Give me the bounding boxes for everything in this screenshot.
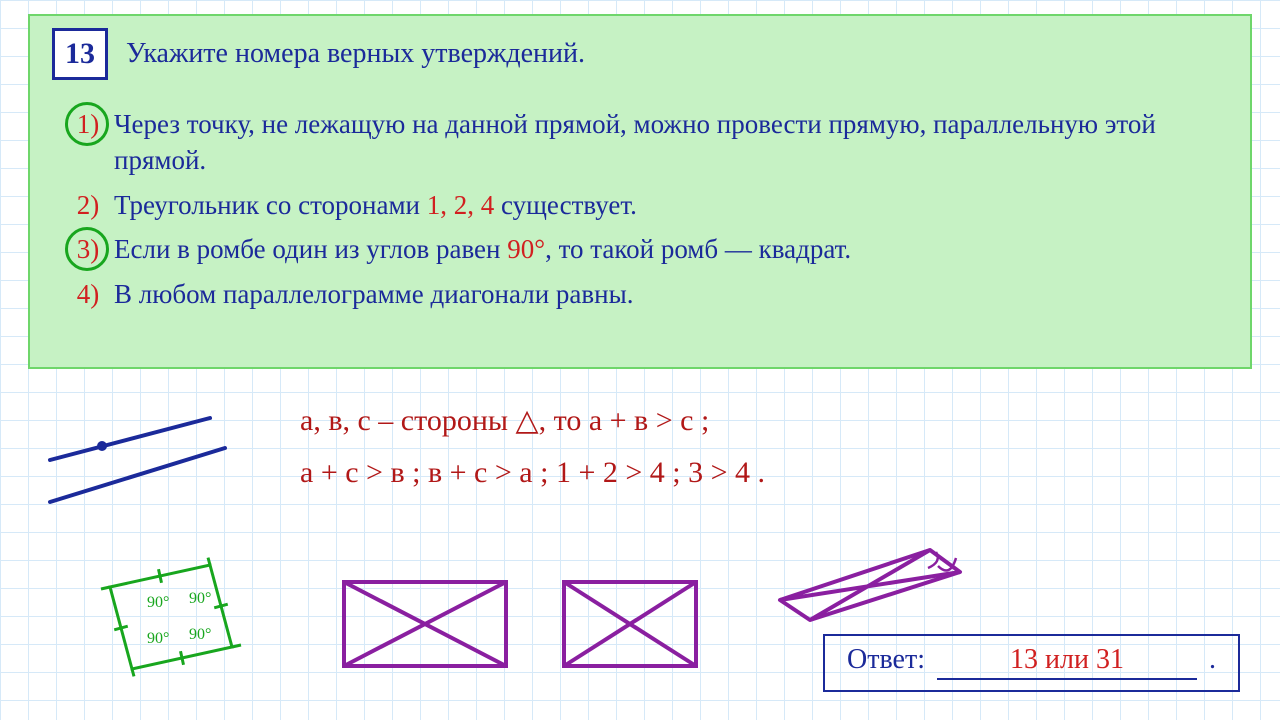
statement-text: В любом параллелограмме диагонали равны.	[114, 276, 633, 312]
svg-text:90°: 90°	[147, 630, 169, 647]
svg-text:90°: 90°	[189, 590, 211, 607]
statement-number: 4)	[68, 276, 108, 312]
statement-text: Через точку, не лежащую на данной прямой…	[114, 106, 1228, 179]
statement-row: 1)Через точку, не лежащую на данной прям…	[68, 106, 1228, 179]
rectangle-diagonals-2	[560, 578, 700, 670]
svg-text:90°: 90°	[147, 594, 169, 611]
answer-label: Ответ:	[847, 644, 925, 676]
handwriting-line-1: a, в, с – стороны △, то a + в > с ;	[300, 400, 709, 442]
parallelogram-diagonals	[740, 542, 960, 622]
problem-box: 13 Укажите номера верных утверждений. 1)…	[28, 14, 1252, 369]
problem-number: 13	[65, 37, 95, 71]
answer-value: 13 или 31	[937, 644, 1197, 680]
handwriting-line-2: a + с > в ; в + с > a ; 1 + 2 > 4 ; 3 > …	[300, 452, 765, 494]
work-area: a, в, с – стороны △, то a + в > с ; a + …	[0, 380, 1280, 720]
statement-row: 2)Треугольник со сторонами 1, 2, 4 сущес…	[68, 187, 1228, 223]
answer-box: Ответ: 13 или 31 .	[823, 634, 1240, 692]
statement-number: 1)	[68, 106, 108, 142]
statements-list: 1)Через точку, не лежащую на данной прям…	[68, 106, 1228, 312]
parallel-lines-diagram	[40, 400, 230, 520]
problem-title: Укажите номера верных утверждений.	[126, 38, 585, 70]
rectangle-diagonals-1	[340, 578, 510, 670]
rhombus-square-diagram: 90° 90° 90° 90°	[90, 555, 250, 675]
svg-text:90°: 90°	[189, 626, 211, 643]
statement-number: 2)	[68, 187, 108, 223]
statement-row: 4)В любом параллелограмме диагонали равн…	[68, 276, 1228, 312]
statement-row: 3)Если в ромбе один из углов равен 90°, …	[68, 231, 1228, 267]
answer-period: .	[1209, 644, 1216, 676]
problem-header: 13 Укажите номера верных утверждений.	[52, 28, 1228, 80]
statement-number: 3)	[68, 231, 108, 267]
statement-text: Если в ромбе один из углов равен 90°, то…	[114, 231, 851, 267]
statement-text: Треугольник со сторонами 1, 2, 4 существ…	[114, 187, 637, 223]
problem-number-box: 13	[52, 28, 108, 80]
